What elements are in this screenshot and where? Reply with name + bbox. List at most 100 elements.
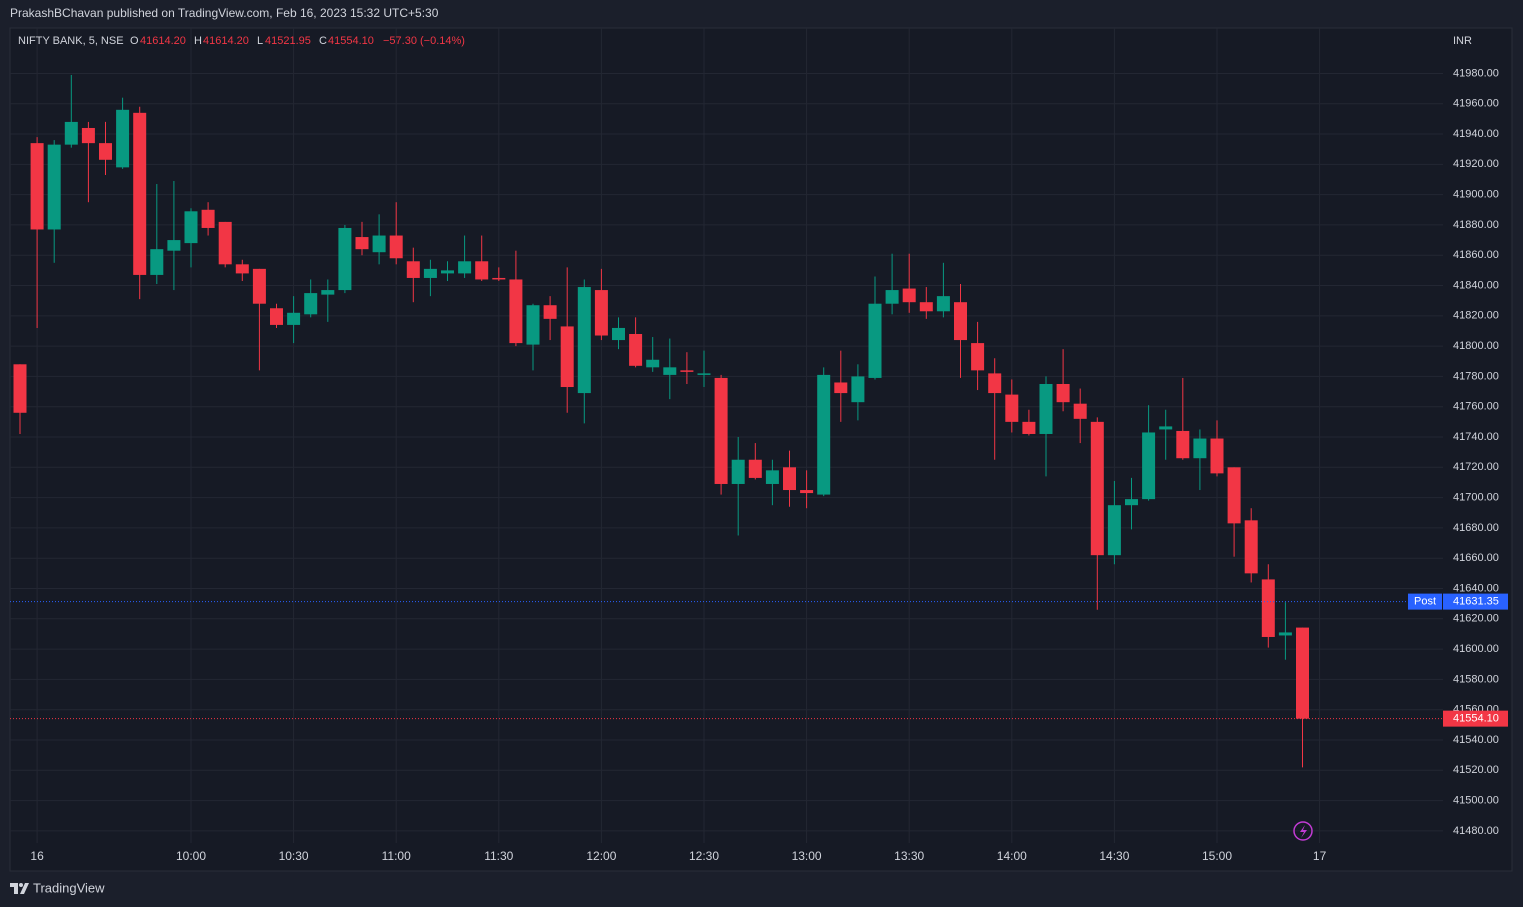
y-tick-label: 41820.00 xyxy=(1453,310,1499,322)
candle-body xyxy=(543,305,557,319)
y-tick-label: 41960.00 xyxy=(1453,98,1499,110)
currency: INR xyxy=(1453,35,1472,47)
candle-body xyxy=(81,127,95,144)
candle-body xyxy=(851,376,865,403)
candle-body xyxy=(201,209,215,228)
y-tick-label: 41800.00 xyxy=(1453,340,1499,352)
y-tick-label: 41580.00 xyxy=(1453,673,1499,685)
candle-body xyxy=(270,308,283,325)
legend-change: −57.30 (−0.14%) xyxy=(383,35,465,47)
x-tick-label: 10:30 xyxy=(279,849,309,863)
post-price-box xyxy=(1443,593,1508,610)
candle-body xyxy=(458,261,472,274)
candle-body xyxy=(1056,383,1070,403)
legend-c: C xyxy=(319,35,327,47)
candle-body xyxy=(902,288,916,303)
candle-body xyxy=(971,343,985,371)
candle-body xyxy=(834,382,848,394)
candle-body xyxy=(252,268,266,304)
legend-l: L xyxy=(257,35,263,47)
x-tick-label: 10:00 xyxy=(176,849,206,863)
y-tick-label: 41760.00 xyxy=(1453,401,1499,413)
candle-body xyxy=(868,303,882,378)
y-tick-label: 41640.00 xyxy=(1453,582,1499,594)
x-tick-label: 17 xyxy=(1313,849,1327,863)
candle-body xyxy=(1176,430,1190,459)
post-price: 41631.35 xyxy=(1453,596,1499,608)
candle-body xyxy=(13,364,27,413)
y-tick-label: 41860.00 xyxy=(1453,249,1499,261)
alert-icon[interactable] xyxy=(1293,821,1313,841)
y-tick-label: 41480.00 xyxy=(1453,825,1499,837)
y-tick-label: 41620.00 xyxy=(1453,613,1499,625)
last-price-box xyxy=(1443,710,1508,727)
legend-high: 41614.20 xyxy=(203,35,249,47)
candle-body xyxy=(1125,499,1138,506)
candle-body xyxy=(1278,632,1292,636)
candle-body xyxy=(1005,394,1019,422)
candle-body xyxy=(577,287,591,394)
x-tick-label: 13:00 xyxy=(792,849,822,863)
candle-body xyxy=(1193,438,1207,459)
candle-body xyxy=(99,143,112,160)
candle-body xyxy=(783,467,796,491)
candle-body xyxy=(885,290,899,304)
y-tick-label: 41880.00 xyxy=(1453,219,1499,231)
candle-body xyxy=(817,374,831,495)
candle-body xyxy=(355,237,369,250)
candle-body xyxy=(184,211,198,244)
candle-body xyxy=(594,290,608,336)
candle-body xyxy=(509,279,523,344)
candle-body xyxy=(475,261,489,280)
candle-body xyxy=(287,312,301,325)
x-tick-label: 14:00 xyxy=(997,849,1027,863)
y-tick-label: 41720.00 xyxy=(1453,461,1499,473)
y-tick-label: 41660.00 xyxy=(1453,552,1499,564)
candle-body xyxy=(321,290,335,295)
x-tick-label: 11:30 xyxy=(484,849,513,863)
alert-bolt xyxy=(1300,825,1307,838)
candle-body xyxy=(338,227,352,291)
candle-body xyxy=(954,302,967,341)
candle-body xyxy=(919,302,933,312)
candle-body xyxy=(526,305,540,345)
y-tick-label: 41980.00 xyxy=(1453,67,1499,79)
y-tick-label: 41500.00 xyxy=(1453,794,1499,806)
y-tick-label: 41700.00 xyxy=(1453,492,1499,504)
candle-body xyxy=(800,490,814,494)
candle-body xyxy=(64,121,78,145)
candle-body xyxy=(372,235,386,253)
candle-body xyxy=(30,143,44,230)
footer: TradingView xyxy=(33,880,105,895)
candle-body xyxy=(150,249,164,275)
logo xyxy=(10,883,29,894)
last-price: 41554.10 xyxy=(1453,713,1499,725)
header: PrakashBChavan published on TradingView.… xyxy=(10,6,439,20)
y-tick-label: 41940.00 xyxy=(1453,128,1499,140)
candle-body xyxy=(389,235,403,259)
x-tick-label: 15:00 xyxy=(1202,849,1232,863)
candle-body xyxy=(936,296,950,312)
legend-low: 41521.95 xyxy=(265,35,311,47)
candle-body xyxy=(1296,627,1309,719)
candle-body xyxy=(1039,383,1053,434)
x-tick-label: 12:30 xyxy=(689,849,719,863)
candle-body xyxy=(47,144,61,230)
candle-body xyxy=(441,270,454,274)
plot xyxy=(13,74,1309,768)
candle-body xyxy=(680,370,694,372)
x-tick-label: 11:00 xyxy=(382,849,411,863)
candle-body xyxy=(1073,403,1087,419)
candle-body xyxy=(560,326,574,388)
candle-body xyxy=(731,459,745,484)
candle-body xyxy=(133,112,147,275)
y-tick-label: 41520.00 xyxy=(1453,764,1499,776)
y-tick-label: 41600.00 xyxy=(1453,643,1499,655)
y-tick-label: 41680.00 xyxy=(1453,522,1499,534)
y-tick-label: 41920.00 xyxy=(1453,158,1499,170)
candle-body xyxy=(423,268,437,278)
candle-body xyxy=(612,327,625,341)
candle-body xyxy=(1210,438,1224,474)
y-tick-label: 41740.00 xyxy=(1453,431,1499,443)
